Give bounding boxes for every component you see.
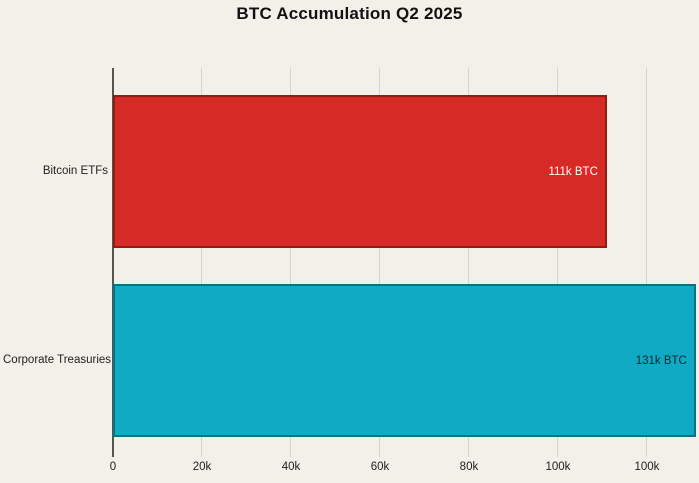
gridline bbox=[290, 68, 292, 457]
x-tick-label: 60k bbox=[370, 461, 390, 473]
gridline bbox=[646, 68, 648, 457]
bar-bitcoin-etfs: 111k BTC bbox=[113, 95, 607, 248]
gridline bbox=[201, 68, 203, 457]
x-tick-label: 100k bbox=[545, 461, 571, 473]
x-tick-label: 40k bbox=[281, 461, 301, 473]
bar-corporate-treasuries: 131k BTC bbox=[113, 284, 696, 437]
gridline bbox=[557, 68, 559, 457]
x-tick-label: 20k bbox=[192, 461, 212, 473]
y-category-label: Bitcoin ETFs bbox=[42, 164, 108, 177]
x-tick-label: 100k bbox=[634, 461, 660, 473]
chart-title: BTC Accumulation Q2 2025 bbox=[236, 4, 463, 23]
gridline bbox=[379, 68, 381, 457]
bar-value-label: 131k BTC bbox=[635, 354, 687, 367]
x-tick-label: 80k bbox=[459, 461, 479, 473]
gridline bbox=[468, 68, 470, 457]
plot-area: 111k BTC 131k BTC bbox=[112, 68, 699, 457]
y-category-label: Corporate Treasuries bbox=[3, 353, 112, 366]
bar-value-label: 111k BTC bbox=[548, 165, 598, 178]
x-tick-label: 0 bbox=[109, 461, 117, 473]
y-axis-spine bbox=[112, 68, 114, 457]
